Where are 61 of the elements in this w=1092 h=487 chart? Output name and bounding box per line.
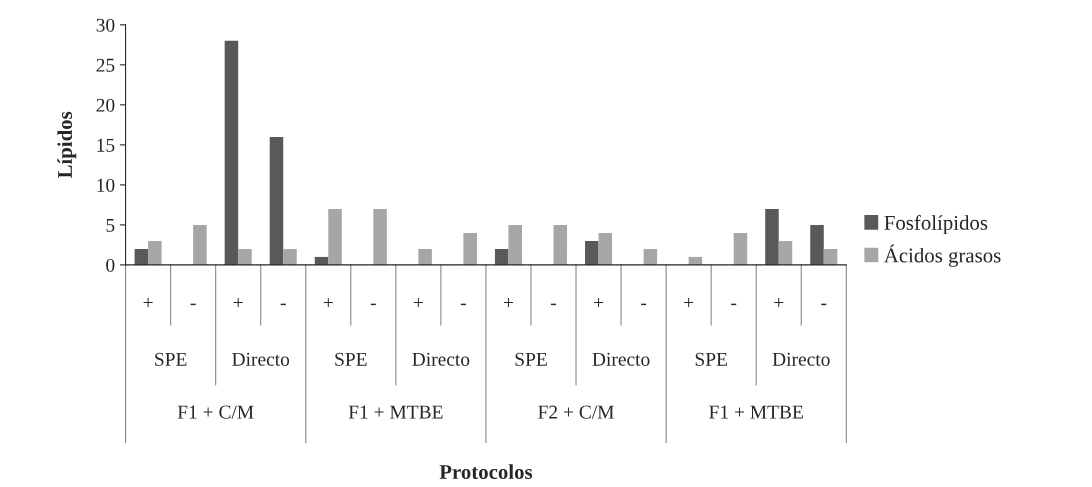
bar xyxy=(810,224,824,265)
x-tick-label: + xyxy=(413,297,423,308)
bar xyxy=(328,208,342,265)
x-tick-label: - xyxy=(280,303,286,306)
bar xyxy=(643,248,658,265)
text: SPE xyxy=(155,352,187,366)
text: Directo xyxy=(772,352,830,366)
text: SPE xyxy=(335,352,367,366)
bar xyxy=(134,248,149,265)
bar xyxy=(238,248,252,265)
legend-label: Ácidos grasos xyxy=(884,244,1001,267)
text: Directo xyxy=(412,352,470,366)
y-tick-label: 30 xyxy=(96,18,115,32)
x-tick-label: + xyxy=(774,297,784,308)
x-tick-label: - xyxy=(550,303,557,306)
x-tick-label: - xyxy=(370,303,376,306)
bar xyxy=(553,224,568,265)
y-tick-label: 15 xyxy=(97,138,115,152)
bar xyxy=(463,232,477,265)
bar xyxy=(585,240,599,265)
bar xyxy=(778,240,793,265)
bar xyxy=(148,240,162,265)
bar xyxy=(283,248,297,265)
bar xyxy=(733,232,748,265)
x-tick-label: - xyxy=(821,303,827,306)
bar xyxy=(269,136,284,265)
text: SPE xyxy=(695,352,727,366)
bar xyxy=(418,248,432,265)
x-tick-label: - xyxy=(731,303,737,306)
bar xyxy=(765,208,779,265)
x-tick-label: - xyxy=(641,303,647,306)
x-tick-label: + xyxy=(323,297,333,308)
bar xyxy=(373,208,387,265)
x-tick-label: - xyxy=(190,303,196,306)
y-tick-label: 20 xyxy=(96,98,115,112)
x-tick-label: + xyxy=(503,297,513,308)
x-tick-label: - xyxy=(460,303,466,306)
bar xyxy=(193,224,207,265)
text: F1 + C/M xyxy=(177,405,254,419)
text: Protocolos xyxy=(439,464,533,480)
bar xyxy=(494,248,509,265)
y-tick-label: 5 xyxy=(106,218,115,232)
text: F2 + C/M xyxy=(538,405,614,419)
y-tick-label: 0 xyxy=(106,258,115,272)
x-tick-label: + xyxy=(684,297,694,308)
y-axis-title: Lípidos xyxy=(57,111,77,179)
y-tick-label: 10 xyxy=(97,178,115,192)
bar xyxy=(224,40,239,265)
x-tick-label: + xyxy=(594,297,604,308)
text: F1 + MTBE xyxy=(709,405,803,419)
text: Directo xyxy=(232,352,290,366)
text: SPE xyxy=(515,352,547,366)
text: Directo xyxy=(592,352,650,366)
bar xyxy=(823,248,838,265)
text: F1 + MTBE xyxy=(348,405,443,419)
x-tick-label: + xyxy=(143,297,153,308)
bar xyxy=(508,224,522,265)
x-tick-label: + xyxy=(233,297,243,308)
y-tick-label: 25 xyxy=(96,58,115,72)
legend-label: Fosfolípidos xyxy=(884,215,988,235)
bar xyxy=(598,232,613,265)
